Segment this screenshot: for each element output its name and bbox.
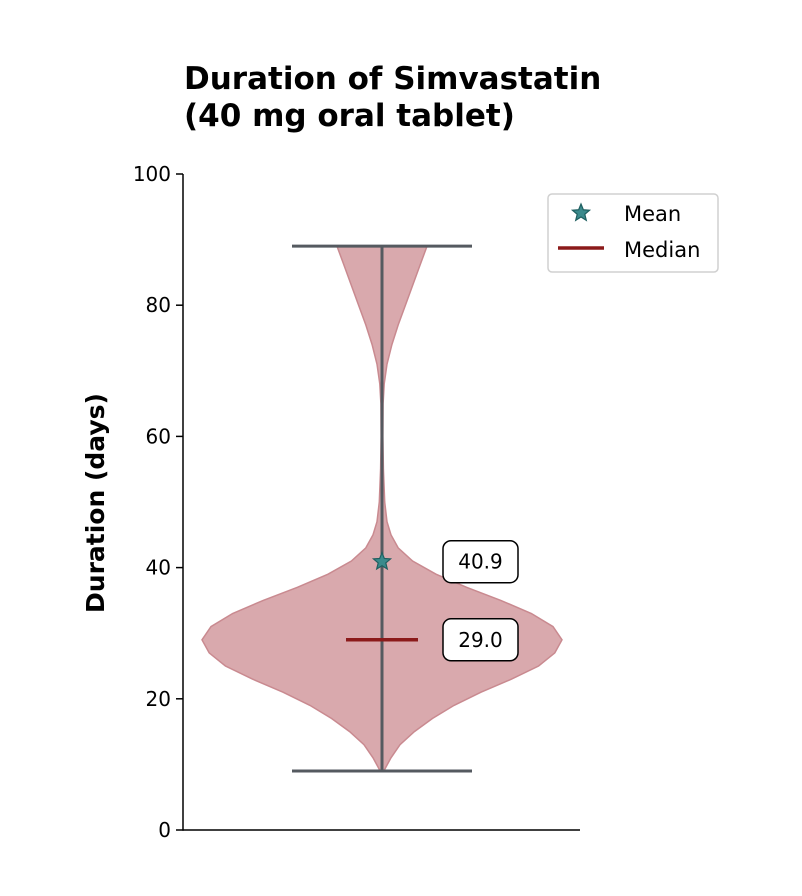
y-tick-label: 0 <box>158 818 171 842</box>
legend-box <box>547 193 719 273</box>
plot-area: 40.9 29.0 0 20 40 60 80 100 <box>133 162 580 842</box>
legend-median-label: Median <box>624 238 700 262</box>
y-tick-label: 40 <box>146 556 171 580</box>
y-tick-label: 60 <box>146 424 171 448</box>
median-annotation-box <box>442 618 519 662</box>
legend: Mean Median <box>547 193 719 273</box>
mean-annotation-label: 40.9 <box>458 550 503 574</box>
y-tick-label: 20 <box>146 687 171 711</box>
chart-title-line-1: Duration of Simvastatin <box>184 61 601 97</box>
median-annotation-label: 29.0 <box>458 628 503 652</box>
legend-mean-icon <box>570 202 592 222</box>
star-icon <box>570 202 592 222</box>
mean-star-marker <box>371 551 393 571</box>
y-axis-label: Duration (days) <box>81 393 110 613</box>
chart-title-line-2: (40 mg oral tablet) <box>184 98 515 134</box>
y-tick-label: 100 <box>133 162 171 186</box>
chart-title: Duration of Simvastatin (40 mg oral tabl… <box>184 61 601 134</box>
mean-annotation-box <box>442 539 519 584</box>
legend-mean-label: Mean <box>624 202 681 226</box>
y-tick-label: 80 <box>146 293 171 317</box>
